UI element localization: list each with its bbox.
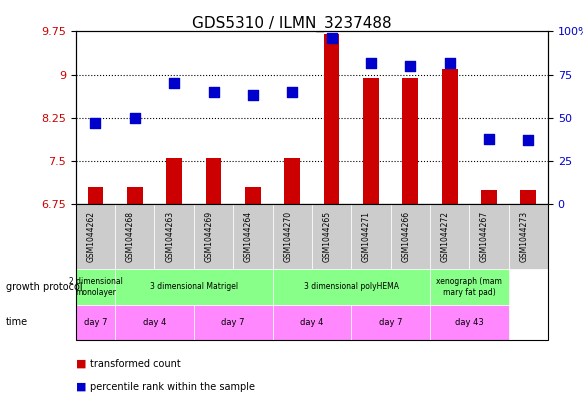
Point [287,89,297,95]
Text: GSM1044273: GSM1044273 [519,211,528,263]
Bar [363,77,379,204]
Text: growth protocol: growth protocol [6,282,82,292]
Text: GSM1044266: GSM1044266 [401,211,410,263]
Point [445,59,454,66]
Point [327,35,336,42]
Text: day 4: day 4 [300,318,324,327]
Text: day 43: day 43 [455,318,484,327]
Text: percentile rank within the sample: percentile rank within the sample [90,382,255,392]
Bar [402,77,418,204]
Bar [481,190,497,204]
Point [248,92,258,99]
Point [209,89,218,95]
Text: 3 dimensional polyHEMA: 3 dimensional polyHEMA [304,283,399,291]
Text: GSM1044264: GSM1044264 [244,211,253,263]
Text: ■: ■ [76,382,90,392]
Text: GSM1044263: GSM1044263 [165,211,174,263]
Text: GSM1044269: GSM1044269 [205,211,213,263]
Bar [206,158,222,204]
Point [130,115,139,121]
Text: day 7: day 7 [84,318,107,327]
Bar [285,158,300,204]
Text: GSM1044270: GSM1044270 [283,211,292,263]
Text: GSM1044262: GSM1044262 [86,211,96,262]
Text: xenograph (mam
mary fat pad): xenograph (mam mary fat pad) [437,277,502,297]
Text: 3 dimensional Matrigel: 3 dimensional Matrigel [150,283,238,291]
Bar [127,187,143,204]
Text: day 7: day 7 [379,318,402,327]
Text: GSM1044268: GSM1044268 [126,211,135,262]
Text: 2 dimensional
monolayer: 2 dimensional monolayer [69,277,122,297]
Point [406,63,415,69]
Text: ■: ■ [76,358,90,369]
Text: day 7: day 7 [222,318,245,327]
Bar [166,158,182,204]
Text: transformed count: transformed count [90,358,181,369]
Text: time: time [6,317,28,327]
Point [484,136,494,142]
Text: GDS5310 / ILMN_3237488: GDS5310 / ILMN_3237488 [192,16,391,32]
Bar [442,69,458,204]
Point [170,80,179,86]
Bar [87,187,103,204]
Text: day 4: day 4 [143,318,166,327]
Point [91,120,100,126]
Point [524,137,533,143]
Text: GSM1044265: GSM1044265 [322,211,332,263]
Bar [245,187,261,204]
Text: GSM1044272: GSM1044272 [441,211,449,262]
Text: GSM1044267: GSM1044267 [480,211,489,263]
Text: GSM1044271: GSM1044271 [362,211,371,262]
Bar [324,34,339,204]
Point [366,59,375,66]
Bar [521,190,536,204]
